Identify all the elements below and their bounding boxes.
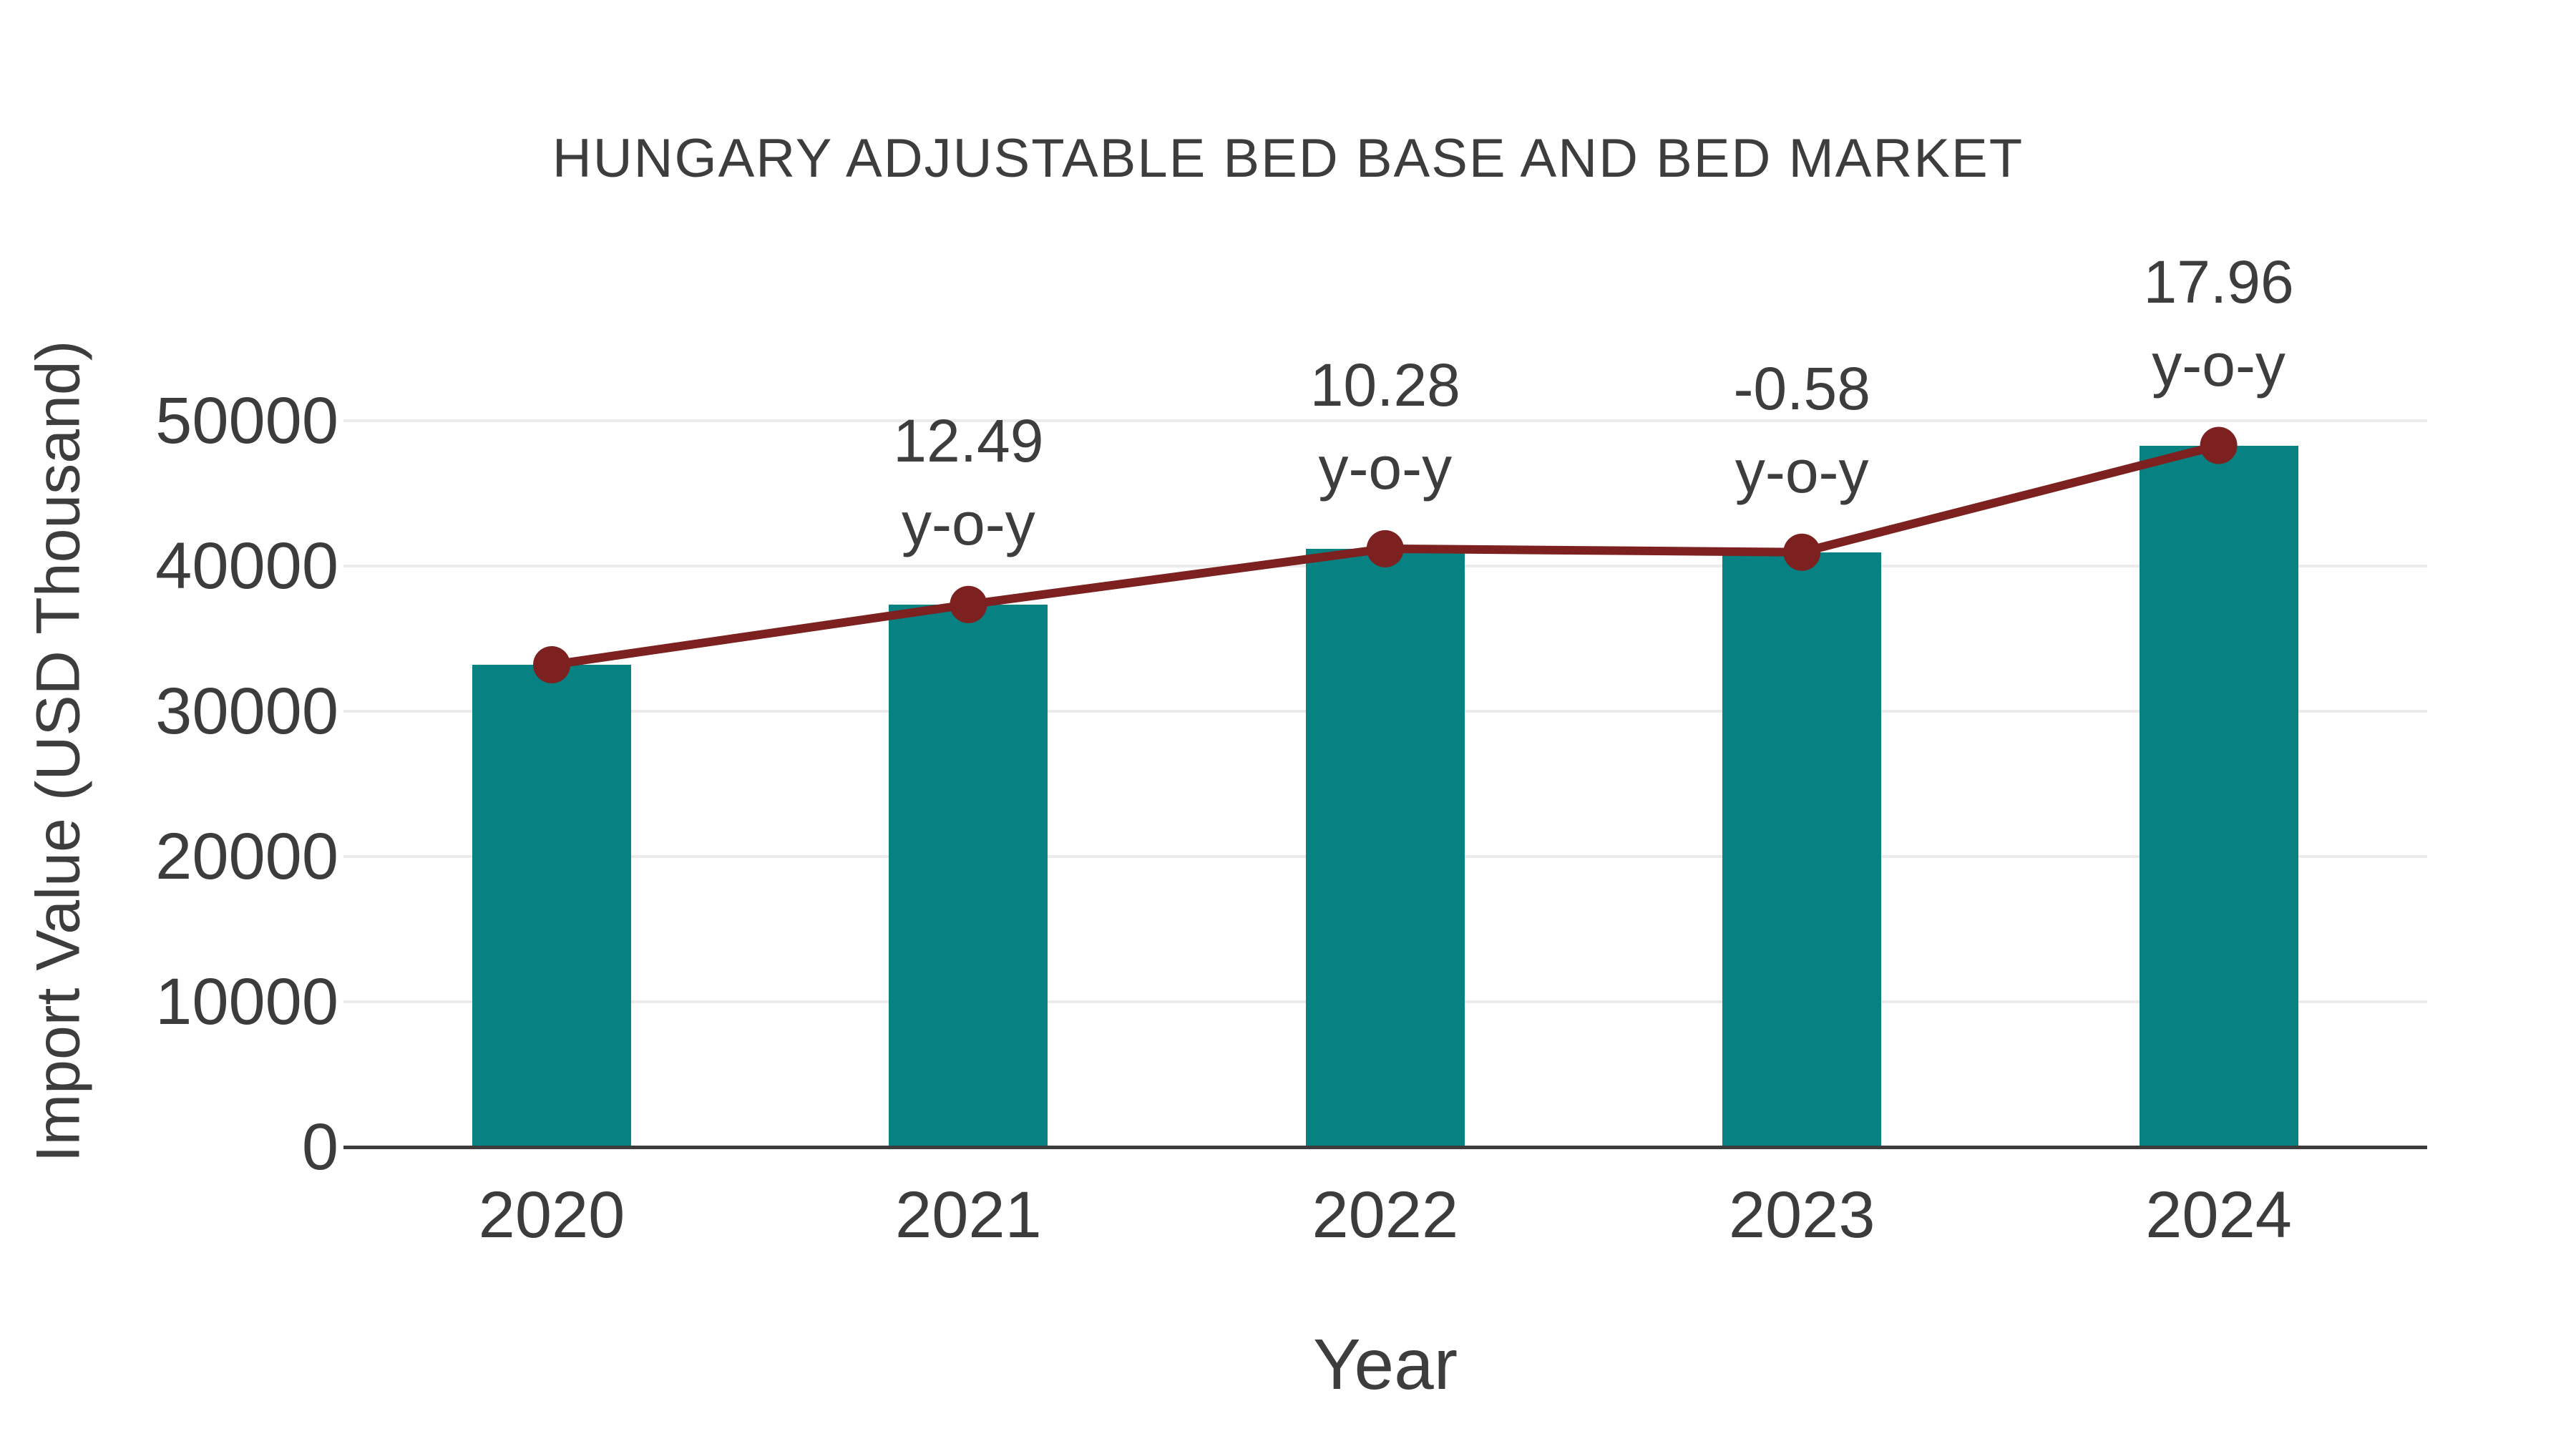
point-label-value: 12.49 bbox=[893, 406, 1044, 474]
chart-title: HUNGARY ADJUSTABLE BED BASE AND BED MARK… bbox=[552, 128, 2024, 189]
point-label-value: 10.28 bbox=[1309, 351, 1460, 419]
x-tick-label-2021: 2021 bbox=[895, 1179, 1042, 1252]
point-label-value: 17.96 bbox=[2143, 248, 2294, 316]
bar-2024 bbox=[2139, 445, 2298, 1147]
y-tick-label-20000: 20000 bbox=[155, 820, 338, 893]
point-label-2023: -0.58 y-o-y bbox=[1733, 347, 1870, 513]
y-tick-label-50000: 50000 bbox=[155, 384, 338, 457]
bar-2023 bbox=[1722, 552, 1882, 1147]
y-tick-label-40000: 40000 bbox=[155, 530, 338, 602]
bar-2020 bbox=[472, 665, 631, 1147]
x-tick-label-2020: 2020 bbox=[478, 1179, 625, 1252]
y-tick-label-0: 0 bbox=[301, 1111, 338, 1184]
point-label-2022: 10.28 y-o-y bbox=[1310, 343, 1460, 509]
point-label-suffix: y-o-y bbox=[1318, 434, 1453, 502]
x-axis-title: Year bbox=[1312, 1324, 1458, 1405]
point-label-2021: 12.49 y-o-y bbox=[893, 399, 1043, 565]
point-label-2024: 17.96 y-o-y bbox=[2143, 240, 2293, 406]
point-label-suffix: y-o-y bbox=[1735, 437, 1869, 505]
gridline-50000 bbox=[343, 419, 2427, 422]
bar-2021 bbox=[889, 604, 1048, 1147]
x-tick-label-2022: 2022 bbox=[1312, 1179, 1459, 1252]
y-tick-label-30000: 30000 bbox=[155, 675, 338, 748]
point-label-suffix: y-o-y bbox=[2152, 331, 2285, 399]
point-label-value: -0.58 bbox=[1733, 354, 1870, 422]
x-tick-label-2024: 2024 bbox=[2145, 1179, 2292, 1252]
y-axis-title: Import Value (USD Thousand) bbox=[24, 340, 93, 1163]
point-label-suffix: y-o-y bbox=[902, 489, 1035, 557]
x-tick-label-2023: 2023 bbox=[1728, 1179, 1875, 1252]
x-axis-line bbox=[343, 1146, 2427, 1149]
y-tick-label-10000: 10000 bbox=[155, 965, 338, 1038]
bar-2022 bbox=[1305, 548, 1465, 1147]
